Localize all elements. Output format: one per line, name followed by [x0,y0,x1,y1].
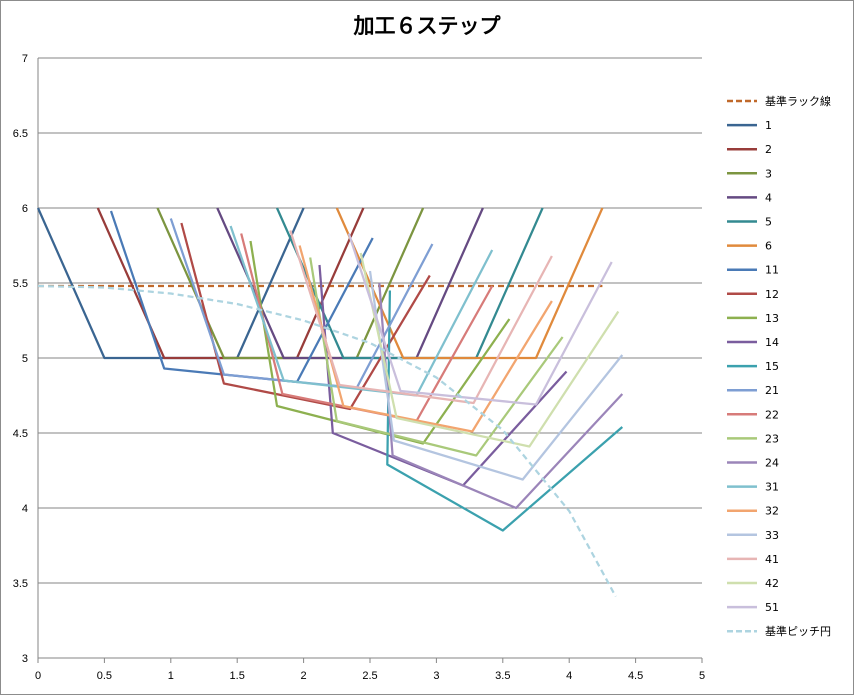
legend-label: 24 [765,457,779,470]
y-tick-label: 3.5 [13,578,28,590]
x-tick-label: 1 [168,670,174,682]
legend-label: 22 [765,408,779,421]
y-tick-label: 7 [22,53,28,65]
legend-label: 4 [765,191,772,204]
legend-label: 23 [765,432,779,445]
series-line-14 [309,257,564,457]
legend-label: 32 [765,505,779,518]
legend-label: 12 [765,288,779,301]
x-tick-label: 5 [699,670,705,682]
legend-label: 42 [765,577,779,590]
x-tick-label: 3.5 [495,670,510,682]
axis-layer: 3 3.5 4 4.5 5 5.5 6 6.5 7 0 0.5 1 1.5 2 2.5 3 3.5 4 4.5 5 [13,53,705,682]
legend-label: 6 [765,240,772,253]
legend-label: 基準ラック線 [765,94,831,108]
y-tick-label: 3 [22,653,28,665]
legend-label: 13 [765,312,779,325]
series-line-8 [180,222,431,411]
y-tick-label: 6 [22,203,28,215]
legend-label: 5 [765,216,772,229]
x-tick-label: 2.5 [362,670,377,682]
series-line-21 [347,233,613,406]
legend-label: 11 [765,264,779,277]
legend-label: 31 [765,481,779,494]
x-tick-label: 4.5 [628,670,643,682]
x-tick-label: 1.5 [230,670,245,682]
legend-label: 33 [765,529,779,542]
legend-label: 21 [765,384,779,397]
legend-label: 51 [765,601,779,614]
legend-label: 1 [765,119,772,132]
series-line-16 [229,225,494,397]
legend-label: 2 [765,143,772,156]
legend-label: 基準ピッチ円 [765,624,831,638]
series-line-6 [335,207,604,360]
series-layer [36,207,624,598]
x-tick-label: 0 [35,670,41,682]
x-tick-label: 0.5 [97,670,112,682]
y-tick-label: 4 [22,503,28,515]
x-tick-label: 4 [566,670,572,682]
y-tick-label: 5.5 [13,278,28,290]
y-tick-label: 6.5 [13,128,28,140]
series-line-12 [169,218,434,390]
x-tick-label: 3 [433,670,439,682]
y-tick-label: 5 [22,353,28,365]
legend-label: 14 [765,336,779,349]
series-line-22 [37,284,617,598]
chart-title: 加工６ステップ [353,14,501,38]
legend: 基準ラック線1234561112131415212223243132334142… [727,94,831,638]
series-line-19 [289,230,553,405]
y-tick-label: 4.5 [13,428,28,440]
legend-label: 15 [765,360,779,373]
legend-label: 3 [765,167,772,180]
x-tick-label: 2 [301,670,307,682]
legend-label: 41 [765,553,779,566]
series-line-20 [359,252,620,448]
